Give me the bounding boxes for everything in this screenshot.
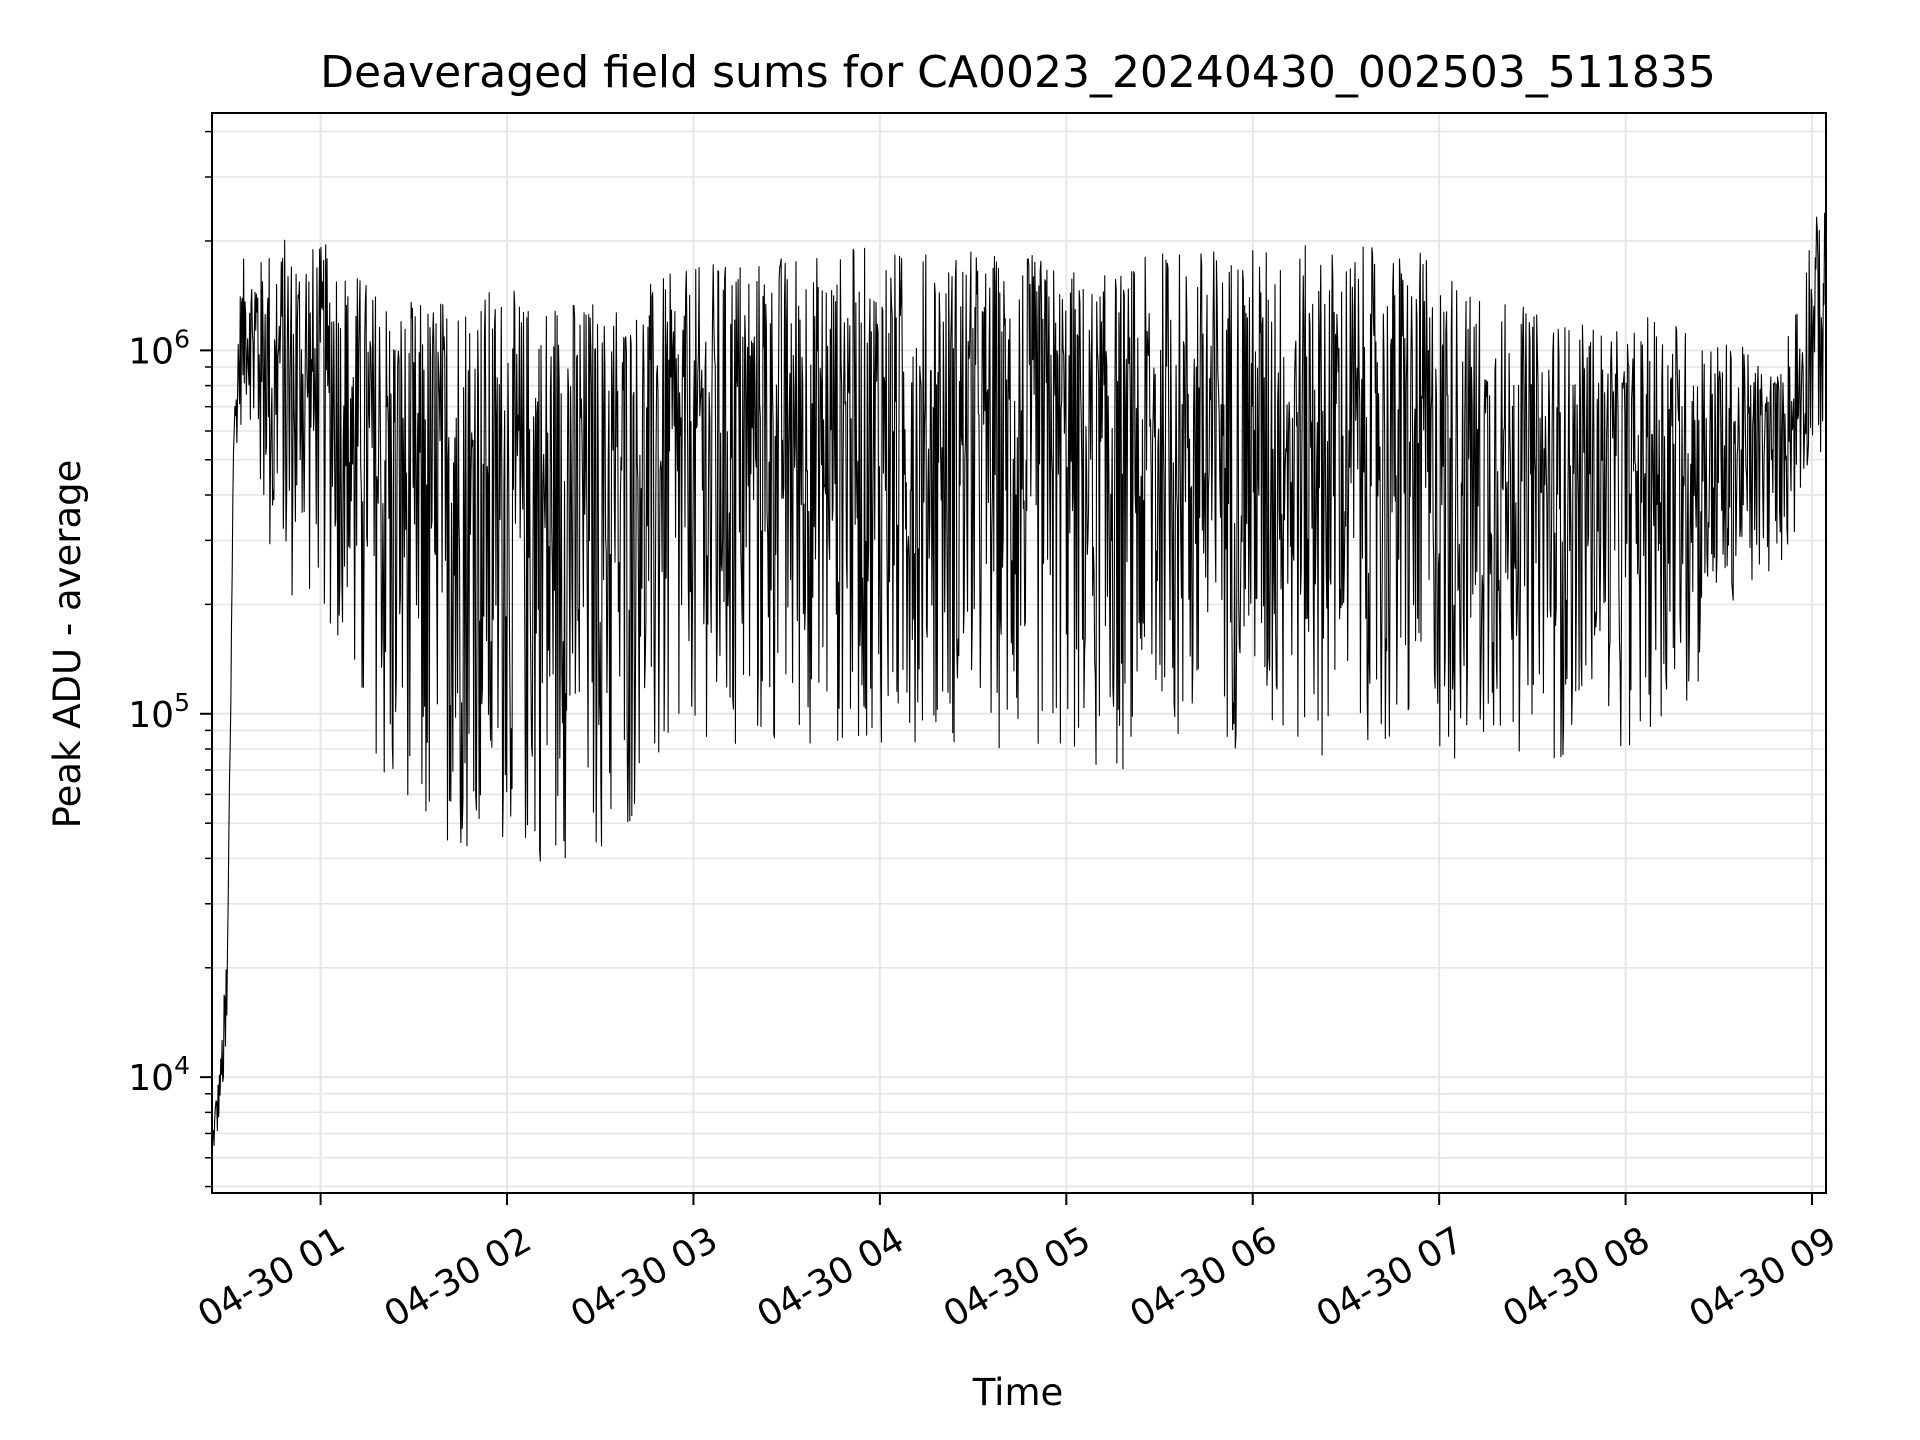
data-series [211,212,1827,1147]
y-tick-label: 104 [128,1051,190,1099]
x-axis-label: Time [972,1371,1064,1414]
y-tick-label: 105 [128,688,190,736]
y-axis-ticks: 104 105 106 [128,130,212,1188]
y-axis-label: Peak ADU - average [46,460,89,829]
y-tick-label: 106 [128,324,190,372]
series-line [211,212,1827,1147]
plot-frame [211,112,1827,1194]
chart-title: Deaveraged field sums for CA0023_2024043… [320,47,1716,98]
